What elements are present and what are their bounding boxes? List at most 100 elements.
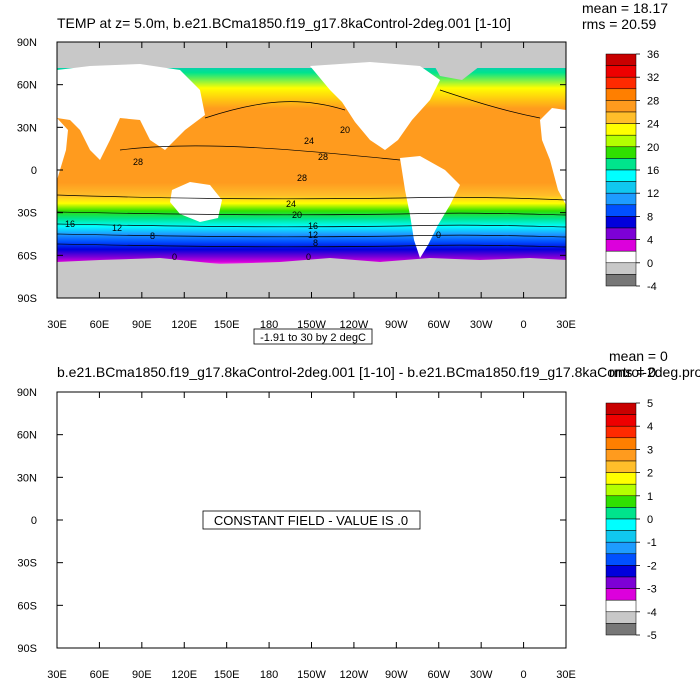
colorbar-label: -4 xyxy=(647,607,657,619)
x-tick-label: 0 xyxy=(521,319,527,331)
colorbar-label: 4 xyxy=(647,421,653,433)
colorbar-swatch xyxy=(605,425,637,439)
top-title: TEMP at z= 5.0m, b.e21.BCma1850.f19_g17.… xyxy=(57,15,511,31)
colorbar-label: 12 xyxy=(647,188,659,200)
bottom-colorbar: 5 4 3 2 1 0 -1 -2 -3 -4 -5 xyxy=(605,398,657,642)
y-tick-label: 60N xyxy=(17,430,37,442)
contour-label: 28 xyxy=(318,152,328,162)
colorbar-label: 32 xyxy=(647,72,659,84)
africa-east xyxy=(57,118,68,180)
colorbar-swatch xyxy=(605,88,637,101)
x-tick-label: 30E xyxy=(47,669,67,681)
colorbar-swatch xyxy=(605,123,637,136)
top-rms: rms = 20.59 xyxy=(582,16,657,32)
x-tick-label: 120E xyxy=(171,669,197,681)
colorbar-swatch xyxy=(605,553,637,566)
constant-field-annotation: CONSTANT FIELD - VALUE IS .0 xyxy=(214,513,408,528)
x-tick-label: 0 xyxy=(521,669,527,681)
colorbar-label: 0 xyxy=(647,258,653,270)
bottom-panel: b.e21.BCma1850.f19_g17.8kaControl-2deg.0… xyxy=(17,348,700,681)
colorbar-swatch xyxy=(605,472,637,485)
colorbar-label: -2 xyxy=(647,560,657,572)
colorbar-label: 20 xyxy=(647,142,659,154)
colorbar-swatch xyxy=(605,449,637,462)
x-tick-label: 120E xyxy=(171,319,197,331)
x-tick-label: 60W xyxy=(427,319,450,331)
x-tick-label: 150E xyxy=(214,319,240,331)
greenland xyxy=(430,56,480,80)
contour-label: 16 xyxy=(65,219,75,229)
colorbar-label: 4 xyxy=(647,235,653,247)
colorbar-swatch xyxy=(605,169,637,182)
contour-labels: 28 24 20 28 28 24 20 16 12 8 16 12 8 0 0… xyxy=(65,125,441,262)
colorbar-label: 1 xyxy=(647,491,653,503)
contours xyxy=(57,89,566,248)
south-america xyxy=(400,156,460,258)
colorbar-swatch xyxy=(605,76,637,90)
colorbar-swatch xyxy=(605,530,637,543)
bottom-mean: mean = 0 xyxy=(609,348,668,364)
x-tick-label: 90W xyxy=(385,669,408,681)
australia xyxy=(170,182,222,222)
bottom-ticks: 30E 60E 90E 120E 150E 180 150W 120W 90W 60W 30W 0 30… xyxy=(17,387,576,681)
x-tick-label: 90W xyxy=(385,319,408,331)
colorbar-swatch xyxy=(605,227,637,240)
colorbar-swatch xyxy=(605,216,637,229)
colorbar-swatch xyxy=(605,460,637,473)
contour-label: 0 xyxy=(172,252,177,262)
colorbar-label: 36 xyxy=(647,49,659,61)
colorbar-swatch xyxy=(605,402,637,415)
contour-label: 8 xyxy=(150,231,155,241)
colorbar-swatch xyxy=(605,414,637,427)
y-tick-label: 90N xyxy=(17,37,37,49)
y-tick-label: 30N xyxy=(17,122,37,134)
x-tick-label: 150W xyxy=(297,319,326,331)
y-tick-label: 0 xyxy=(31,515,37,527)
x-tick-label: 180 xyxy=(260,669,278,681)
constant-field-box xyxy=(202,510,421,530)
contour-label: 24 xyxy=(304,136,314,146)
contour-label: 0 xyxy=(436,230,441,240)
colorbar-label: 2 xyxy=(647,468,653,480)
colorbar-swatch xyxy=(605,437,637,450)
contour-label: 20 xyxy=(340,125,350,135)
colorbar-swatch xyxy=(605,611,637,624)
x-tick-label: 150E xyxy=(214,669,240,681)
colorbar-swatch xyxy=(605,565,637,578)
x-tick-label: 60E xyxy=(90,319,110,331)
colorbar-label: 5 xyxy=(647,398,653,410)
eurasia-africa xyxy=(57,64,205,160)
colorbar-label: 0 xyxy=(647,514,653,526)
colorbar-swatch xyxy=(605,262,637,275)
x-tick-label: 150W xyxy=(297,669,326,681)
antarctica xyxy=(57,258,566,298)
colorbar-label: 16 xyxy=(647,165,659,177)
y-tick-label: 60S xyxy=(17,600,37,612)
colorbar-swatch xyxy=(605,111,637,124)
colorbar-swatch xyxy=(605,53,637,66)
colorbar-swatch xyxy=(605,483,637,497)
x-tick-label: 30E xyxy=(556,669,576,681)
y-tick-label: 30N xyxy=(17,472,37,484)
colorbar-swatch xyxy=(605,181,637,194)
colorbar-swatch xyxy=(605,204,637,217)
colorbar-swatch xyxy=(605,239,637,252)
bottom-title: b.e21.BCma1850.f19_g17.8kaControl-2deg.0… xyxy=(57,364,700,380)
colorbar-label: -5 xyxy=(647,630,657,642)
colorbar-label: 24 xyxy=(647,119,659,131)
colorbar-swatch xyxy=(605,250,637,264)
colorbar-swatch xyxy=(605,507,637,520)
contour-label: 8 xyxy=(313,238,318,248)
x-tick-label: 30W xyxy=(470,319,493,331)
colorbar-swatch xyxy=(605,274,637,287)
x-tick-label: 90E xyxy=(132,319,152,331)
top-map: 28 24 20 28 28 24 20 16 12 8 16 12 8 0 0… xyxy=(57,42,566,298)
x-tick-label: 60W xyxy=(427,669,450,681)
contour-label: 28 xyxy=(133,157,143,167)
colorbar-swatch xyxy=(605,576,637,589)
top-mean: mean = 18.17 xyxy=(582,0,668,16)
contour-label: 16 xyxy=(308,221,318,231)
colorbar-swatch xyxy=(605,192,637,206)
x-tick-label: 180 xyxy=(260,319,278,331)
